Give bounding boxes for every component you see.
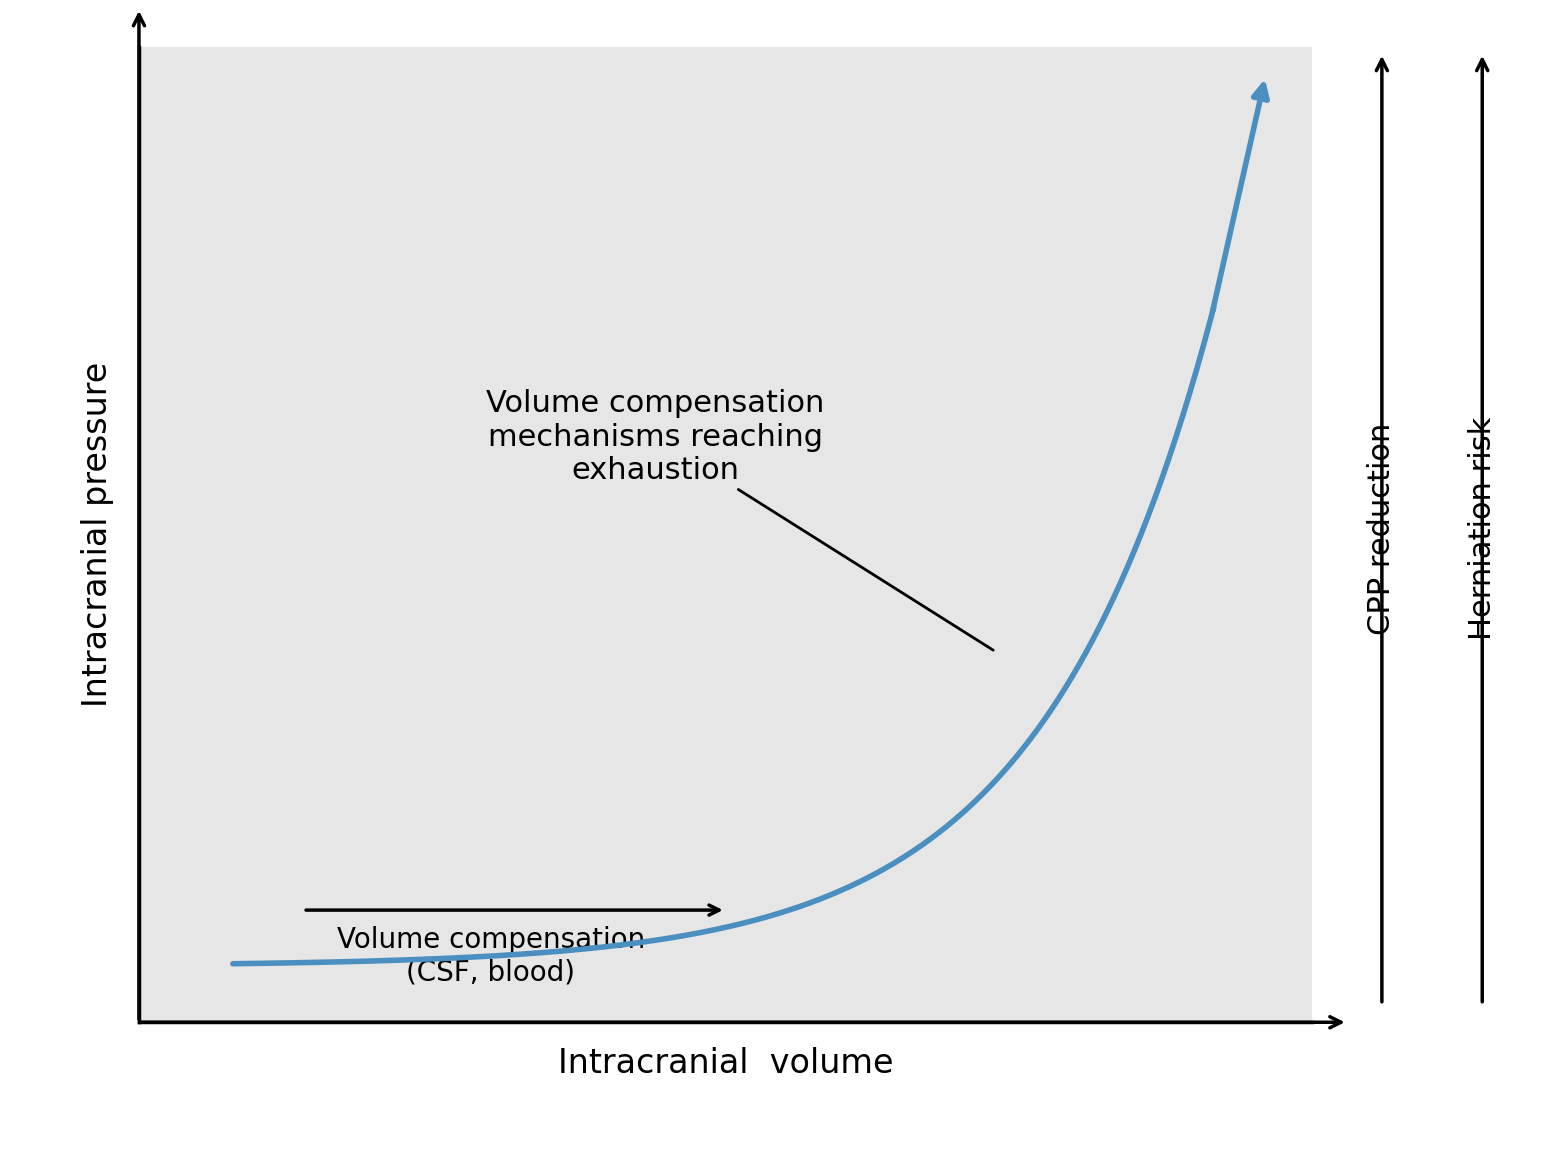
Y-axis label: Intracranial pressure: Intracranial pressure [80, 362, 114, 707]
Text: CPP reduction: CPP reduction [1368, 423, 1396, 634]
Text: Herniation risk: Herniation risk [1468, 417, 1496, 640]
Text: Volume compensation
mechanisms reaching
exhaustion: Volume compensation mechanisms reaching … [486, 389, 993, 650]
Text: Volume compensation
(CSF, blood): Volume compensation (CSF, blood) [337, 926, 645, 986]
X-axis label: Intracranial  volume: Intracranial volume [557, 1047, 894, 1080]
